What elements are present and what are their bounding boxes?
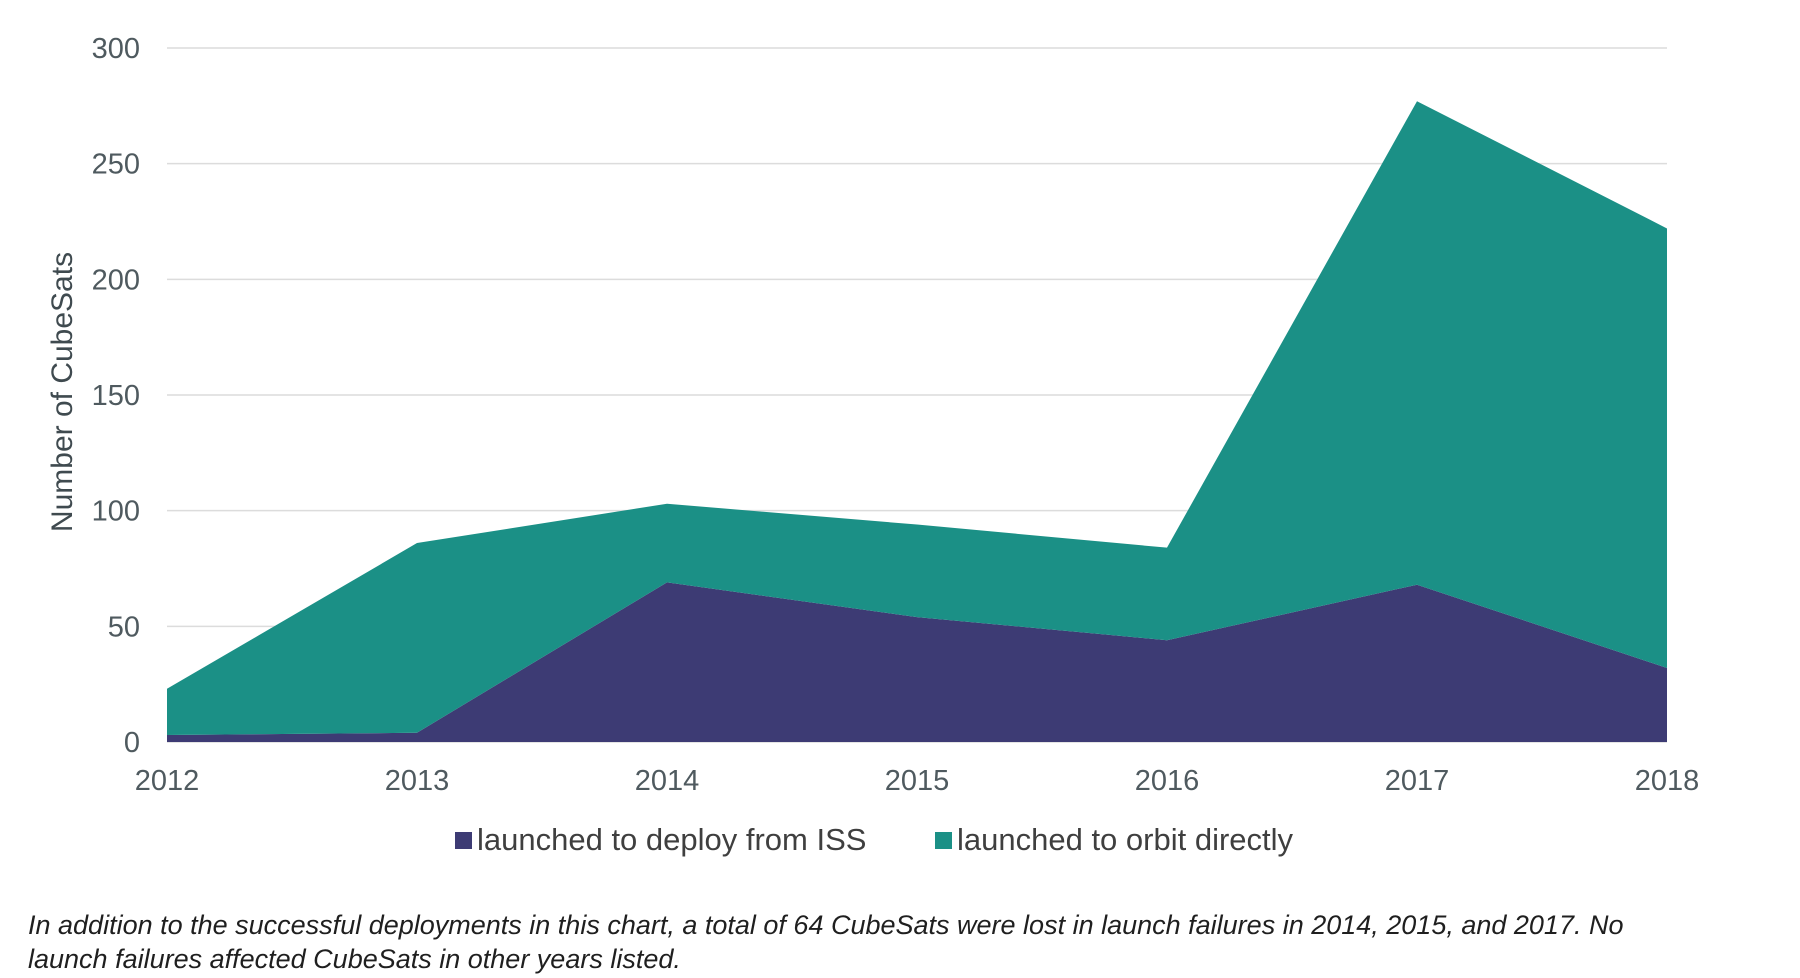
x-axis-ticks: 2012 2013 2014 2015 2016 2017 2018 xyxy=(135,765,1700,797)
area-series-1 xyxy=(167,582,1667,742)
x-tick-label: 2016 xyxy=(1135,765,1200,797)
y-axis-ticks: 0 50 100 150 200 250 300 xyxy=(92,33,140,759)
y-tick-label: 0 xyxy=(124,727,140,759)
series-areas xyxy=(167,101,1667,742)
y-tick-label: 300 xyxy=(92,33,140,65)
x-tick-label: 2013 xyxy=(385,765,450,797)
x-tick-label: 2018 xyxy=(1635,765,1700,797)
legend-label-1: launched to deploy from ISS xyxy=(477,822,866,857)
y-axis-label: Number of CubeSats xyxy=(46,252,79,532)
y-tick-label: 50 xyxy=(108,611,140,643)
y-tick-label: 100 xyxy=(92,496,140,528)
x-tick-label: 2015 xyxy=(885,765,950,797)
y-tick-label: 150 xyxy=(92,380,140,412)
area-series-2 xyxy=(167,101,1667,736)
y-tick-label: 250 xyxy=(92,149,140,181)
legend: launched to deploy from ISS launched to o… xyxy=(455,822,1294,857)
x-tick-label: 2012 xyxy=(135,765,200,797)
legend-swatch-2 xyxy=(935,832,952,849)
x-tick-label: 2017 xyxy=(1385,765,1450,797)
y-tick-label: 200 xyxy=(92,264,140,296)
footnote: In addition to the successful deployment… xyxy=(28,910,1624,974)
legend-label-2: launched to orbit directly xyxy=(957,822,1294,857)
legend-swatch-1 xyxy=(455,832,472,849)
x-tick-label: 2014 xyxy=(635,765,700,797)
